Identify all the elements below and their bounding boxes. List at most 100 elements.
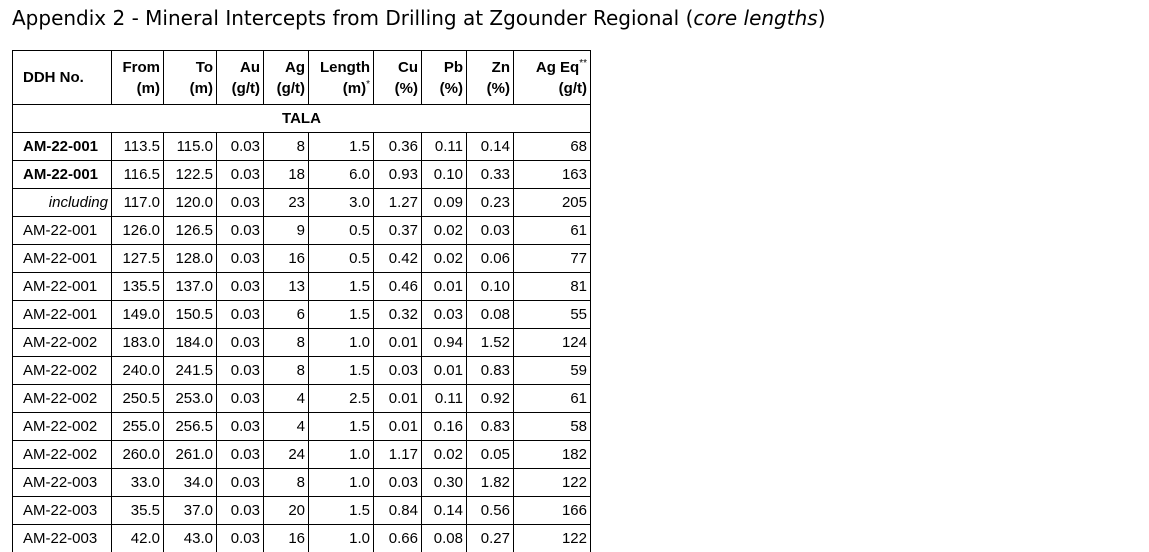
cell: 0.14 xyxy=(466,132,514,161)
data-row: AM-22-001 113.5 115.0 0.03 8 1.5 0.36 0.11 0.14 6… xyxy=(12,132,591,161)
cell: 33.0 xyxy=(111,468,164,497)
header-text: Length xyxy=(320,58,370,76)
header-text: Zn xyxy=(491,58,510,76)
header-unit: (%) xyxy=(439,79,463,97)
cell: 0.03 xyxy=(216,468,264,497)
cell: AM-22-002 xyxy=(12,384,112,413)
cell: 0.56 xyxy=(466,496,514,525)
cell: AM-22-001 xyxy=(12,300,112,329)
cell: 1.0 xyxy=(308,468,374,497)
intercepts-table: DDH No. From (m) To (m) Au (g/t) Ag (g/t) Length (… xyxy=(12,50,591,552)
header-cell: Ag Eq** (g/t) xyxy=(513,50,591,105)
cell: 0.94 xyxy=(421,328,467,357)
cell: 0.23 xyxy=(466,188,514,217)
header-unit: (%) xyxy=(486,79,510,97)
cell: 4 xyxy=(263,384,309,413)
cell: 61 xyxy=(513,216,591,245)
cell: 0.66 xyxy=(373,524,422,552)
cell: 0.03 xyxy=(216,244,264,273)
cell: 3.0 xyxy=(308,188,374,217)
cell: 0.27 xyxy=(466,524,514,552)
cell: 2.5 xyxy=(308,384,374,413)
header-unit: (g/t) xyxy=(231,79,260,97)
cell: 1.82 xyxy=(466,468,514,497)
cell: AM-22-002 xyxy=(12,356,112,385)
cell: 0.03 xyxy=(466,216,514,245)
cell: 0.92 xyxy=(466,384,514,413)
header-cell: Pb (%) xyxy=(421,50,467,105)
cell: AM-22-001 xyxy=(12,244,112,273)
data-row: AM-22-002 240.0 241.5 0.03 8 1.5 0.03 0.01 0.83 5… xyxy=(12,356,591,385)
cell: 116.5 xyxy=(111,160,164,189)
header-cell: Zn (%) xyxy=(466,50,514,105)
cell: 0.16 xyxy=(421,412,467,441)
cell: 4 xyxy=(263,412,309,441)
cell: 183.0 xyxy=(111,328,164,357)
data-row: AM-22-002 260.0 261.0 0.03 24 1.0 1.17 0.02 0.05… xyxy=(12,440,591,469)
cell: 9 xyxy=(263,216,309,245)
header-unit: (%) xyxy=(394,79,418,97)
cell: 68 xyxy=(513,132,591,161)
cell: 13 xyxy=(263,272,309,301)
cell: 16 xyxy=(263,524,309,552)
title: Appendix 2 - Mineral Intercepts from Dri… xyxy=(12,6,826,30)
cell: 0.46 xyxy=(373,272,422,301)
cell: 0.03 xyxy=(216,132,264,161)
cell: 59 xyxy=(513,356,591,385)
cell: 128.0 xyxy=(163,244,217,273)
header-row: DDH No. From (m) To (m) Au (g/t) Ag (g/t) Length (… xyxy=(12,50,591,105)
cell: 1.52 xyxy=(466,328,514,357)
cell: 126.5 xyxy=(163,216,217,245)
cell: 135.5 xyxy=(111,272,164,301)
cell: 1.5 xyxy=(308,132,374,161)
cell: 0.03 xyxy=(216,328,264,357)
cell: AM-22-003 xyxy=(12,496,112,525)
cell: 0.03 xyxy=(216,272,264,301)
cell: 253.0 xyxy=(163,384,217,413)
cell: 0.03 xyxy=(216,524,264,552)
cell: 122 xyxy=(513,468,591,497)
cell: 1.5 xyxy=(308,272,374,301)
cell: 122.5 xyxy=(163,160,217,189)
header-cell: Ag (g/t) xyxy=(263,50,309,105)
data-row: AM-22-003 35.5 37.0 0.03 20 1.5 0.84 0.14 0.56 16… xyxy=(12,496,591,525)
cell: AM-22-001 xyxy=(12,272,112,301)
data-row: AM-22-001 116.5 122.5 0.03 18 6.0 0.93 0.10 0.33… xyxy=(12,160,591,189)
cell: 0.5 xyxy=(308,244,374,273)
cell: 182 xyxy=(513,440,591,469)
cell: 261.0 xyxy=(163,440,217,469)
cell: 0.37 xyxy=(373,216,422,245)
cell: 0.93 xyxy=(373,160,422,189)
cell: 184.0 xyxy=(163,328,217,357)
cell: 77 xyxy=(513,244,591,273)
header-sup: * xyxy=(366,78,370,90)
cell: 0.02 xyxy=(421,440,467,469)
cell: 150.5 xyxy=(163,300,217,329)
cell: 166 xyxy=(513,496,591,525)
cell: AM-22-002 xyxy=(12,440,112,469)
cell: 0.02 xyxy=(421,244,467,273)
header-cell: To (m) xyxy=(163,50,217,105)
data-row: AM-22-003 42.0 43.0 0.03 16 1.0 0.66 0.08 0.27 12… xyxy=(12,524,591,552)
header-unit: (m) xyxy=(136,79,160,97)
cell: 122 xyxy=(513,524,591,552)
cell: 16 xyxy=(263,244,309,273)
cell: 0.10 xyxy=(421,160,467,189)
cell: 8 xyxy=(263,132,309,161)
cell: 256.5 xyxy=(163,412,217,441)
cell: 0.09 xyxy=(421,188,467,217)
data-row: including 117.0 120.0 0.03 23 3.0 1.27 0.09 0.23… xyxy=(12,188,591,217)
data-row: AM-22-002 183.0 184.0 0.03 8 1.0 0.01 0.94 1.52 1… xyxy=(12,328,591,357)
cell: 0.01 xyxy=(373,384,422,413)
cell: 8 xyxy=(263,468,309,497)
cell: 43.0 xyxy=(163,524,217,552)
cell: 1.5 xyxy=(308,412,374,441)
title-italic: core lengths xyxy=(693,6,818,30)
header-cell: From (m) xyxy=(111,50,164,105)
cell: 18 xyxy=(263,160,309,189)
cell: 0.03 xyxy=(216,160,264,189)
cell: 0.5 xyxy=(308,216,374,245)
cell: 1.17 xyxy=(373,440,422,469)
cell: 0.02 xyxy=(421,216,467,245)
header-text: Ag xyxy=(285,58,305,76)
